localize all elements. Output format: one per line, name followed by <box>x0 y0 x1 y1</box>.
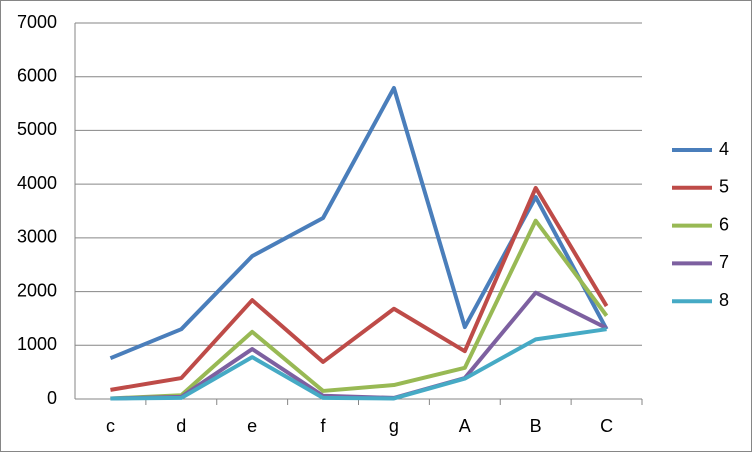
x-tick-label: f <box>321 416 327 436</box>
series-line <box>110 185 609 392</box>
legend-label: 8 <box>719 290 729 310</box>
x-tick-label: B <box>530 416 542 436</box>
series-line <box>110 218 609 401</box>
x-tick-label: e <box>247 416 257 436</box>
y-tick-label: 4000 <box>17 173 57 193</box>
x-tick-label: d <box>176 416 186 436</box>
y-tick-label: 5000 <box>17 119 57 139</box>
legend-label: 4 <box>719 139 729 159</box>
x-tick-label: C <box>600 416 613 436</box>
y-tick-label: 6000 <box>17 65 57 85</box>
x-tick-label: A <box>459 416 471 436</box>
y-tick-label: 7000 <box>17 12 57 32</box>
y-tick-label: 0 <box>47 388 57 408</box>
legend-label: 6 <box>719 214 729 234</box>
x-tick-label: c <box>106 416 115 436</box>
x-tick-label: g <box>389 416 399 436</box>
y-tick-label: 3000 <box>17 227 57 247</box>
series-line <box>110 327 607 401</box>
legend-label: 5 <box>719 177 729 197</box>
legend-label: 7 <box>719 252 729 272</box>
y-tick-label: 2000 <box>17 280 57 300</box>
y-tick-label: 1000 <box>17 334 57 354</box>
